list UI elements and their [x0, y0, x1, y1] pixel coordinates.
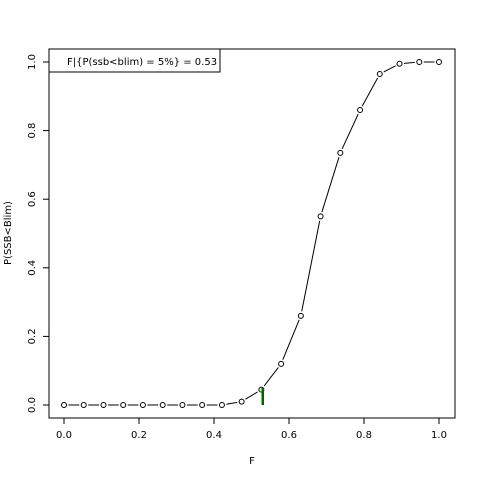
y-tick-label: 0.2 — [27, 328, 38, 344]
data-point — [436, 59, 442, 65]
series-line-segment — [321, 157, 340, 213]
data-point — [357, 107, 364, 114]
y-tick-label: 0.0 — [27, 397, 38, 413]
x-tick-label: 1.0 — [431, 430, 447, 441]
series-line-segment — [226, 401, 238, 405]
data-point — [218, 402, 225, 408]
y-tick-label: 0.6 — [27, 191, 38, 207]
x-tick-label: 0.4 — [206, 430, 222, 441]
series-layer — [61, 59, 442, 408]
series-line-segment — [245, 391, 258, 400]
data-point — [396, 60, 403, 67]
legend-box — [48, 48, 221, 73]
y-tick-label: 1.0 — [27, 54, 38, 70]
x-tick-label: 0.6 — [281, 430, 297, 441]
x-tick-label: 0.2 — [131, 430, 147, 441]
series-line-segment — [301, 220, 321, 312]
series-line-segment — [282, 319, 300, 360]
y-tick-label: 0.4 — [27, 260, 38, 276]
data-point — [100, 402, 107, 408]
data-point — [139, 402, 146, 408]
series-line-segment — [403, 61, 415, 64]
data-point — [199, 402, 206, 408]
legend: F|{P(ssb<blim) = 5%} = 0.53 — [48, 48, 221, 73]
legend-text: F|{P(ssb<blim) = 5%} = 0.53 — [67, 57, 217, 68]
y-axis: 0.0 0.2 0.4 0.6 0.8 1.0 — [27, 54, 50, 413]
data-point — [376, 71, 383, 78]
x-axis: 0.0 0.2 0.4 0.6 0.8 1.0 — [56, 417, 447, 441]
data-point — [159, 402, 166, 408]
series-line-segment — [341, 113, 359, 150]
series-line-segment — [361, 77, 379, 107]
y-tick-label: 0.8 — [27, 123, 38, 139]
data-point — [337, 149, 344, 156]
data-point — [238, 398, 245, 405]
data-point — [416, 59, 423, 65]
plot-frame — [48, 48, 456, 419]
data-point — [120, 402, 127, 408]
series-line-segment — [383, 65, 396, 73]
y-axis-title: P(SSB<Blim) — [3, 201, 14, 265]
data-point — [297, 312, 304, 319]
series-line-segment — [263, 367, 279, 387]
x-tick-label: 0.0 — [56, 430, 72, 441]
data-point — [61, 402, 67, 408]
data-point — [80, 402, 87, 408]
data-point — [317, 213, 324, 220]
data-point — [179, 402, 186, 408]
data-point — [278, 360, 285, 367]
x-axis-title: F — [249, 456, 255, 467]
x-tick-label: 0.8 — [356, 430, 372, 441]
